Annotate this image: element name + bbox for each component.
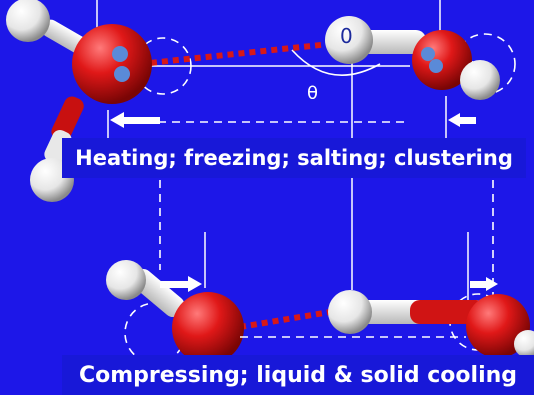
angle-arc	[291, 49, 381, 76]
hydrogen-atom	[514, 330, 534, 358]
hydrogen-atom	[106, 260, 146, 300]
lone-pair	[429, 59, 443, 73]
water-bottom-left	[106, 260, 244, 364]
hbond-bottom	[239, 309, 331, 330]
hydrogen-atom	[325, 16, 373, 64]
oxygen-atom	[466, 294, 530, 358]
oxygen-atom	[172, 292, 244, 364]
lone-pair	[421, 47, 435, 61]
hydrogen-bonds	[139, 41, 331, 330]
angle-theta-label: θ	[307, 83, 319, 104]
hydrogen-atom	[6, 0, 50, 42]
right-arrow-icon	[160, 276, 202, 292]
oxygen-atom	[412, 30, 472, 90]
left-arrow-icon	[448, 113, 476, 127]
hbond-top	[139, 41, 331, 67]
hydrogen-label: 0	[340, 24, 353, 48]
oxygen-atom	[72, 24, 152, 104]
water-bottom-right	[328, 290, 534, 358]
top-caption-banner: Heating; freezing; salting; clustering	[62, 138, 526, 178]
lone-pair	[114, 66, 130, 82]
lone-pair	[112, 46, 128, 62]
water-top-right	[412, 30, 500, 100]
right-arrow-icon	[470, 277, 498, 291]
hydrogen-atom	[460, 60, 500, 100]
hydrogen-atom	[328, 290, 372, 334]
arrows	[110, 112, 498, 292]
water-top-middle-h	[325, 16, 426, 64]
bottom-caption-banner: Compressing; liquid & solid cooling	[62, 355, 534, 395]
left-arrow-icon	[110, 112, 160, 128]
